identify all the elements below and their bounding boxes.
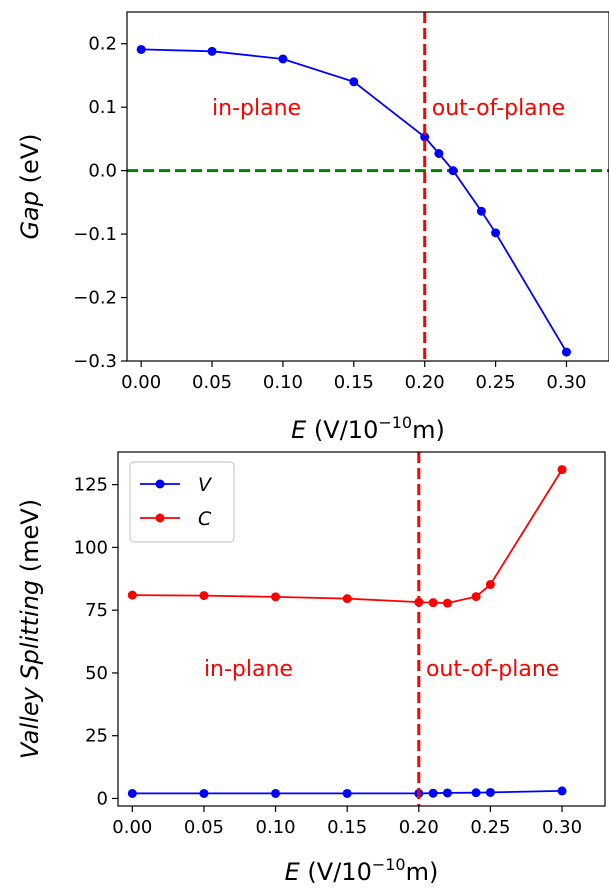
x-tick-label: 0.30 bbox=[546, 372, 586, 393]
x-tick-label: 0.00 bbox=[121, 372, 161, 393]
y-axis-quantity: Valley Splitting bbox=[16, 580, 44, 759]
data-point-C-8 bbox=[485, 580, 495, 590]
x-axis-unit-end: m) bbox=[412, 416, 445, 444]
y-axis-label: Valley Splitting (meV) bbox=[16, 499, 44, 759]
x-axis-unit: (V/10 bbox=[300, 858, 372, 886]
region-label-2: out-of-plane bbox=[426, 657, 559, 682]
x-tick-label: 0.15 bbox=[334, 372, 374, 393]
y-tick-label: 0.1 bbox=[88, 97, 117, 118]
x-tick-label: 0.10 bbox=[263, 372, 303, 393]
data-point-1-8 bbox=[491, 228, 501, 238]
x-tick-label: 0.15 bbox=[327, 817, 367, 838]
data-point-V-6 bbox=[442, 788, 452, 798]
data-point-1-2 bbox=[278, 54, 288, 64]
x-axis-symbol: E bbox=[285, 858, 301, 886]
x-tick-label: 0.05 bbox=[192, 372, 232, 393]
x-tick-label: 0.25 bbox=[476, 372, 516, 393]
y-tick-label: 125 bbox=[74, 475, 108, 496]
y-tick-label: −0.3 bbox=[73, 351, 117, 372]
data-point-V-0 bbox=[127, 788, 137, 798]
data-point-1-1 bbox=[207, 46, 217, 56]
data-point-C-3 bbox=[342, 594, 352, 604]
x-tick-label: 0.25 bbox=[470, 817, 510, 838]
data-point-V-8 bbox=[485, 787, 495, 797]
chart-panel-2: in-plane out-of-plane 0.00 0.05 0.10 0.15 0.20… bbox=[16, 451, 606, 886]
series-line-1 bbox=[141, 48, 568, 353]
data-point-C-5 bbox=[428, 598, 438, 608]
data-point-1-0 bbox=[136, 44, 146, 54]
x-axis-label: E (V/10−10m) bbox=[285, 855, 439, 886]
data-point-V-7 bbox=[471, 788, 481, 798]
region-label-1: in-plane bbox=[204, 657, 293, 682]
x-axis-label: E (V/10−10m) bbox=[291, 413, 445, 444]
plot-frame bbox=[117, 451, 606, 807]
x-tick-label: 0.05 bbox=[184, 817, 224, 838]
data-point-1-6 bbox=[448, 166, 458, 176]
data-point-C-0 bbox=[127, 590, 137, 600]
y-tick-label: 0.2 bbox=[88, 34, 117, 55]
data-point-C-1 bbox=[199, 591, 209, 601]
data-point-V-1 bbox=[199, 788, 209, 798]
data-point-C-6 bbox=[442, 598, 452, 608]
y-tick-label: −0.1 bbox=[73, 224, 117, 245]
region-label-2: out-of-plane bbox=[432, 96, 565, 121]
data-point-C-7 bbox=[471, 592, 481, 602]
x-tick-label: 0.20 bbox=[399, 817, 439, 838]
y-tick-label: 25 bbox=[85, 726, 108, 747]
series-line-V bbox=[132, 790, 563, 795]
data-point-1-9 bbox=[561, 347, 571, 357]
data-point-C-9 bbox=[557, 465, 567, 475]
legend-marker-C bbox=[155, 513, 165, 523]
legend-label-V: V bbox=[198, 474, 213, 496]
data-point-1-3 bbox=[349, 77, 359, 87]
data-point-1-5 bbox=[434, 149, 444, 159]
y-axis-label: Gap (eV) bbox=[16, 133, 44, 239]
y-tick-label: 0.0 bbox=[88, 161, 117, 182]
y-tick-label: 50 bbox=[85, 663, 108, 684]
x-axis-unit: (V/10 bbox=[306, 416, 378, 444]
legend-box bbox=[129, 461, 235, 543]
legend-marker-V bbox=[155, 479, 165, 489]
x-tick-label: 0.10 bbox=[256, 817, 296, 838]
y-tick-label: 0 bbox=[97, 788, 108, 809]
data-point-V-2 bbox=[271, 788, 281, 798]
legend-label-C: C bbox=[198, 508, 212, 530]
x-tick-label: 0.30 bbox=[542, 817, 582, 838]
x-tick-label: 0.20 bbox=[405, 372, 445, 393]
y-tick-label: 75 bbox=[85, 600, 108, 621]
data-point-V-3 bbox=[342, 788, 352, 798]
x-axis-exponent: −10 bbox=[378, 413, 412, 432]
plot-frame bbox=[126, 11, 609, 362]
region-label-1: in-plane bbox=[212, 96, 301, 121]
y-axis-quantity: Gap bbox=[16, 191, 44, 240]
series-line-C bbox=[132, 469, 563, 605]
data-point-V-9 bbox=[557, 786, 567, 796]
x-axis-unit-end: m) bbox=[406, 858, 439, 886]
data-point-C-2 bbox=[271, 592, 281, 602]
data-point-1-4 bbox=[420, 132, 430, 142]
y-tick-label: −0.2 bbox=[73, 288, 117, 309]
x-tick-label: 0.00 bbox=[112, 817, 152, 838]
y-axis-unit: (meV) bbox=[16, 499, 44, 580]
y-tick-label: 100 bbox=[74, 537, 108, 558]
data-point-1-7 bbox=[476, 206, 486, 216]
x-axis-exponent: −10 bbox=[372, 855, 406, 874]
x-axis-symbol: E bbox=[291, 416, 307, 444]
y-axis-unit: (eV) bbox=[16, 133, 44, 191]
data-point-V-5 bbox=[428, 788, 438, 798]
